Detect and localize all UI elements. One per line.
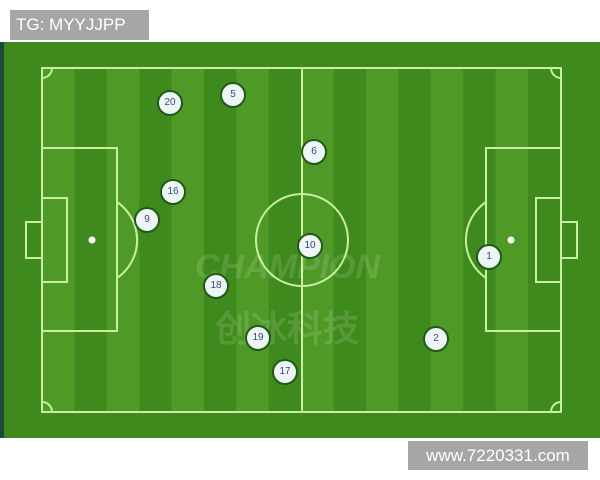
- player-marker: 1: [476, 244, 502, 270]
- player-marker: 16: [160, 179, 186, 205]
- player-marker: 10: [297, 233, 323, 259]
- player-marker: 18: [203, 273, 229, 299]
- player-marker: 6: [301, 139, 327, 165]
- grass-stripe: [42, 68, 75, 412]
- player-marker: 17: [272, 359, 298, 385]
- player-marker: 9: [134, 207, 160, 233]
- grass-stripe: [106, 68, 140, 412]
- player-marker: 19: [245, 325, 271, 351]
- footer-label: www.7220331.com: [408, 441, 588, 470]
- player-marker: 20: [157, 90, 183, 116]
- player-marker: 5: [220, 82, 246, 108]
- grass-stripe: [171, 68, 204, 412]
- player-marker: 2: [423, 326, 449, 352]
- football-pitch: [0, 42, 600, 438]
- grass-stripe: [366, 68, 399, 412]
- header-label: TG: MYYJJPP: [10, 10, 149, 40]
- grass-stripe: [236, 68, 269, 412]
- watermark-chinese: 创冰科技: [215, 308, 360, 349]
- grass-stripe: [430, 68, 464, 412]
